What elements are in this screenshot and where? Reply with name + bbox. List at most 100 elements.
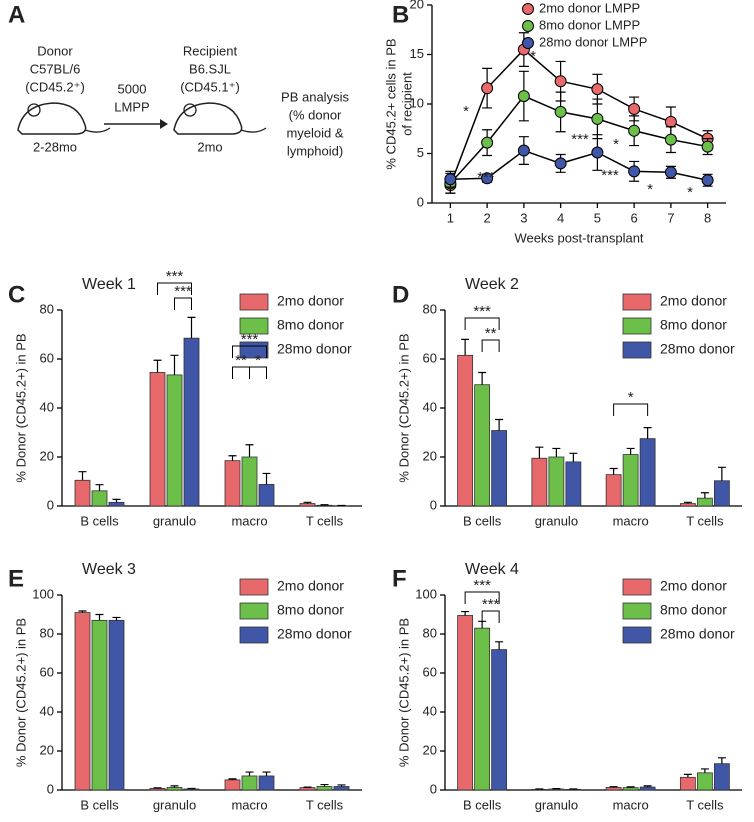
mouse-tail [85, 128, 110, 132]
data-point [592, 113, 603, 124]
legend-swatch [623, 579, 651, 595]
x-tick-label: T cells [686, 797, 724, 812]
significance: * [647, 181, 653, 198]
error-bar [154, 360, 162, 372]
legend-swatch [240, 627, 268, 643]
y-tick-label: 0 [430, 497, 437, 512]
y-tick-label: 20 [423, 448, 437, 463]
bar [606, 787, 621, 790]
error-bar [461, 339, 469, 355]
y-tick-label: 100 [32, 586, 54, 601]
bar [109, 620, 124, 790]
x-tick-label: 8 [704, 210, 711, 225]
bar [566, 462, 581, 506]
bar [75, 613, 90, 790]
error-bar [644, 428, 652, 439]
x-tick-label: 2 [484, 210, 491, 225]
bar [225, 461, 240, 506]
error-bar [188, 317, 196, 338]
y-tick-label: 0 [417, 194, 424, 209]
legend-swatch [623, 603, 651, 619]
analysis-label: lymphoid) [287, 143, 343, 158]
y-axis-label: % Donor (CD45.2+) in PB [396, 618, 411, 767]
error-bar [718, 758, 726, 764]
x-tick-label: macro [613, 513, 649, 528]
error-bar [569, 453, 577, 462]
legend-label: 28mo donor [277, 341, 352, 357]
y-tick-label: 80 [40, 301, 54, 316]
data-point [629, 125, 640, 136]
significance: *** [241, 331, 259, 348]
y-tick-label: 40 [40, 399, 54, 414]
panel-letter: E [8, 565, 24, 592]
y-tick-label: 20 [410, 0, 424, 11]
bar [184, 338, 199, 506]
data-point [555, 158, 566, 169]
panel-letter: F [392, 565, 407, 592]
recipient-label: B6.SJL [189, 61, 231, 76]
legend-label: 28mo donor [277, 626, 352, 642]
error-bar [263, 473, 271, 484]
legend-swatch [623, 627, 651, 643]
data-point [482, 137, 493, 148]
x-tick-label: 1 [447, 210, 454, 225]
x-tick-label: macro [613, 797, 649, 812]
significance: ** [235, 352, 247, 369]
y-tick-label: 40 [40, 703, 54, 718]
error-bar [495, 420, 503, 431]
legend-swatch [240, 294, 268, 310]
significance: *** [482, 596, 500, 613]
legend-label: 28mo donor LMPP [539, 34, 647, 49]
legend-label: 2mo donor [277, 578, 344, 594]
bar [167, 787, 182, 790]
bar [242, 457, 257, 506]
chart-title: Week 2 [465, 276, 519, 293]
legend-marker [523, 4, 534, 15]
analysis-label: myeloid & [286, 125, 343, 140]
significance: * [463, 103, 469, 120]
error-bar [229, 456, 237, 461]
bar [225, 780, 240, 790]
error-bar [461, 612, 469, 616]
x-tick-label: 7 [667, 210, 674, 225]
bar [300, 504, 315, 506]
error-bar [113, 617, 121, 620]
x-tick-label: granulo [535, 513, 578, 528]
legend-marker [523, 21, 534, 32]
bar [714, 481, 729, 506]
bar [242, 776, 257, 790]
y-tick-label: 80 [423, 625, 437, 640]
donor-label: Donor [37, 43, 73, 58]
bar [150, 788, 165, 790]
bar [697, 773, 712, 790]
y-tick-label: 40 [423, 399, 437, 414]
bar [623, 455, 638, 506]
significance: *** [473, 303, 491, 320]
significance: * [530, 48, 536, 65]
bar [259, 776, 274, 790]
bar [317, 505, 332, 506]
y-tick-label: 5 [417, 145, 424, 160]
error-bar [701, 493, 709, 498]
panel-letter: C [8, 281, 25, 308]
significance: *** [571, 131, 589, 148]
y-axis-label: of recipient [399, 72, 414, 136]
data-point [629, 166, 640, 177]
error-bar [718, 467, 726, 480]
x-tick-label: 5 [594, 210, 601, 225]
significance: * [613, 136, 619, 153]
x-tick-label: granulo [153, 797, 196, 812]
panel-letter: D [392, 281, 409, 308]
y-tick-label: 100 [415, 586, 437, 601]
recipient-age: 2mo [197, 139, 222, 154]
bar [300, 788, 315, 790]
significance: * [255, 352, 261, 369]
bar [680, 777, 695, 790]
y-tick-label: 0 [47, 497, 54, 512]
legend-label: 2mo donor LMPP [539, 0, 640, 15]
error-bar [610, 469, 618, 475]
bar [714, 764, 729, 790]
data-point [665, 134, 676, 145]
